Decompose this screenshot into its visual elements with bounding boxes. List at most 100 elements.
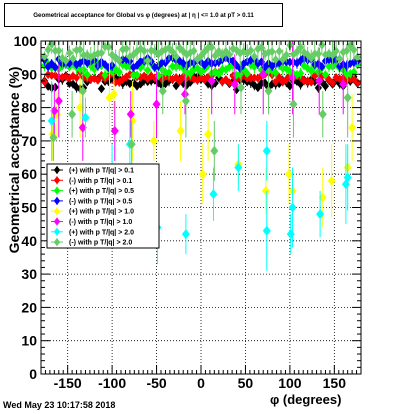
legend: (+) with p T/|q| > 0.1 (-) with p T/|q| >… [46, 163, 160, 249]
legend-marker [53, 166, 61, 174]
data-point [247, 46, 255, 56]
data-point [339, 79, 348, 90]
data-point [78, 122, 87, 133]
data-point [207, 75, 216, 86]
data-point [288, 202, 297, 213]
legend-entry: (-) with p T/|q| > 0.5 [51, 196, 132, 205]
data-point [215, 69, 223, 79]
x-tick-label: 0 [197, 375, 205, 391]
data-point [225, 50, 234, 60]
data-point [304, 76, 312, 86]
data-point [350, 67, 358, 77]
y-tick-label: 0 [29, 366, 37, 382]
data-point [314, 83, 322, 93]
data-point [144, 56, 152, 66]
y-tick-label: 10 [21, 333, 37, 349]
data-point [332, 46, 340, 56]
legend-label: (-) with p T/|q| > 1.0 [69, 219, 132, 226]
data-point [314, 49, 322, 59]
data-point [336, 54, 344, 64]
data-point [250, 73, 258, 83]
data-point [161, 58, 170, 68]
data-point [208, 42, 216, 52]
data-point [350, 45, 358, 55]
data-point [250, 62, 258, 72]
legend-entry: (+) with p T/|q| > 1.0 [51, 207, 134, 216]
data-point [65, 73, 74, 83]
data-point [76, 102, 85, 113]
data-point [104, 42, 113, 52]
data-point [101, 42, 109, 52]
data-point [282, 50, 290, 60]
data-point [261, 185, 270, 196]
legend-label: (+) with p T/|q| > 1.0 [69, 209, 134, 216]
data-point [321, 81, 330, 91]
data-point [254, 83, 262, 93]
data-point [126, 109, 135, 120]
data-point [51, 62, 59, 72]
data-point [300, 61, 308, 71]
chart-title: Geometrical acceptance for Global vs φ (… [33, 11, 254, 19]
legend-marker [53, 227, 61, 236]
data-point [127, 139, 136, 150]
data-point [343, 172, 352, 183]
data-point [237, 82, 245, 93]
data-point [181, 89, 189, 100]
legend-marker [53, 186, 61, 195]
y-tick-label: 100 [14, 33, 38, 49]
data-point [40, 77, 49, 87]
data-point [54, 95, 63, 106]
data-point [236, 69, 244, 79]
data-point [257, 43, 266, 53]
legend-marker [53, 238, 61, 247]
data-point [133, 60, 141, 70]
x-tick-label: -150 [54, 375, 82, 391]
data-point [268, 47, 276, 57]
data-point [198, 169, 207, 180]
data-point [289, 99, 298, 110]
data-layer [40, 40, 362, 271]
data-point [262, 225, 271, 236]
data-point [332, 72, 340, 82]
data-point [104, 63, 113, 73]
legend-marker [53, 176, 61, 185]
data-point [122, 44, 130, 54]
data-point [268, 61, 276, 71]
y-tick-label: 40 [21, 233, 37, 249]
y-tick-label: 80 [21, 100, 37, 116]
data-point [286, 66, 294, 76]
data-point [230, 79, 239, 90]
data-point [140, 46, 148, 56]
data-point [296, 42, 305, 52]
data-point [254, 59, 262, 69]
data-point [243, 68, 251, 78]
data-point [81, 112, 90, 123]
data-point [181, 95, 190, 106]
data-point [149, 135, 158, 146]
data-point [343, 92, 352, 103]
data-point [101, 59, 109, 69]
data-point [115, 55, 123, 65]
data-point [304, 50, 312, 60]
data-point [72, 73, 81, 83]
legend-marker [53, 217, 61, 226]
data-point [254, 44, 262, 54]
data-point [69, 54, 77, 64]
x-tick-label: -100 [98, 375, 126, 391]
data-point [250, 52, 258, 62]
data-point [296, 68, 305, 78]
data-point [350, 57, 358, 67]
data-point [65, 78, 74, 88]
x-tick-label: -50 [146, 375, 166, 391]
legend-box [46, 163, 160, 249]
data-point [210, 145, 219, 156]
data-point [262, 145, 271, 156]
data-point [176, 125, 185, 136]
data-point [296, 79, 305, 89]
series-7 [49, 57, 352, 181]
data-point [336, 61, 344, 71]
data-point [275, 46, 283, 56]
data-point [204, 129, 213, 140]
series-5 [50, 41, 348, 161]
data-point [49, 132, 58, 143]
